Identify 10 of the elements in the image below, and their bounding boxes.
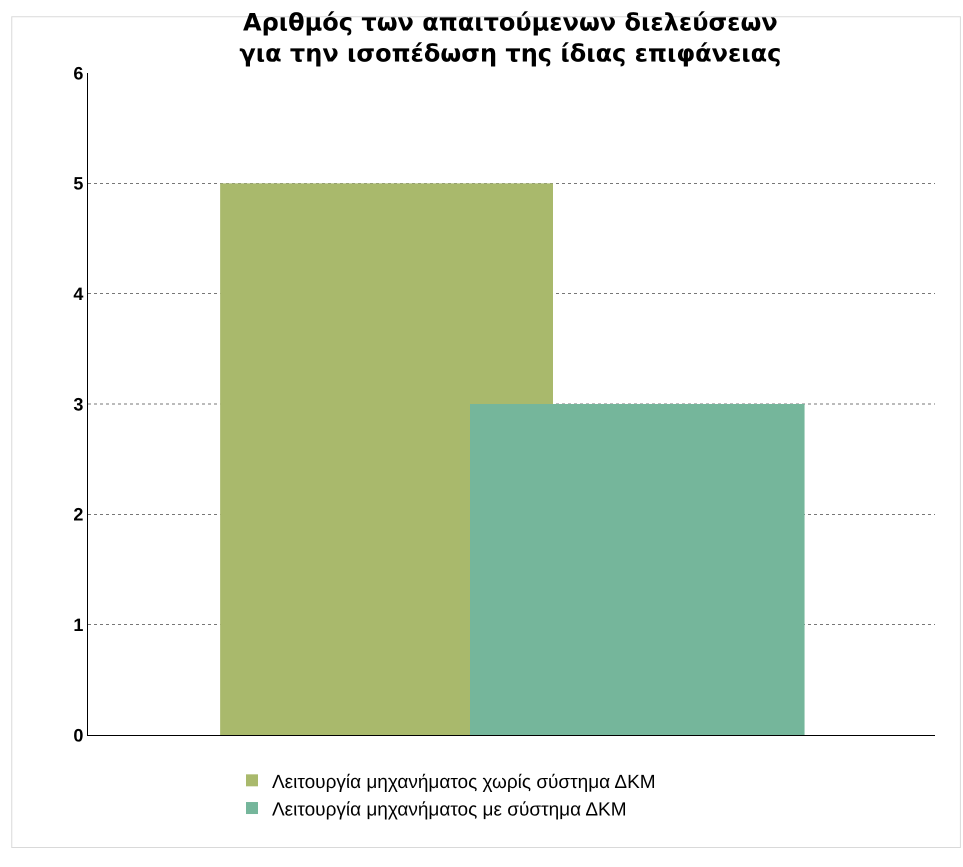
y-tick-label: 4 [73,284,84,304]
y-tick-label: 3 [73,394,84,414]
chart-title: Αριθμός των απαιτούμενων διελεύσεων για την ισοπέδωση της ίδιας επιφάνειας [239,8,782,68]
y-tick-label: 5 [73,174,84,194]
y-tick-label: 0 [73,725,84,746]
y-tick-label: 1 [73,614,84,635]
y-tick-label: 2 [73,504,84,525]
legend-label: Λειτουργία μηχανήματος χωρίς σύστημα ΔΚΜ [272,772,656,793]
y-tick-label: 6 [73,63,84,84]
legend-label: Λειτουργία μηχανήματος με σύστημα ΔΚΜ [272,799,627,820]
